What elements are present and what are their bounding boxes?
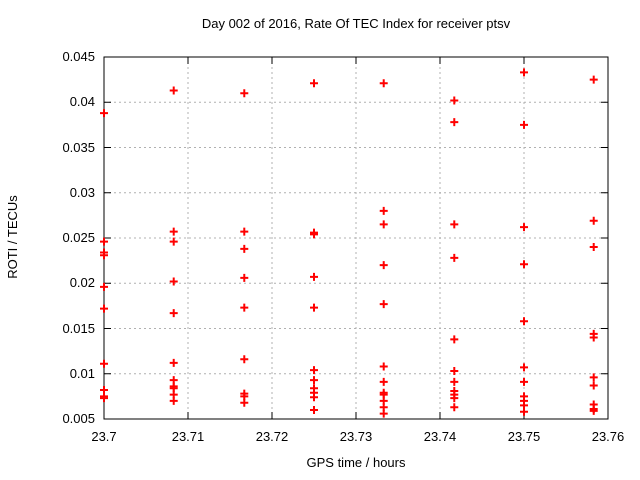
x-tick-label: 23.74 [423, 429, 457, 444]
data-point-marker [450, 118, 459, 127]
data-point-marker [379, 79, 388, 88]
data-point-marker [450, 377, 459, 386]
y-tick-label: 0.015 [62, 320, 95, 336]
data-point-marker [169, 86, 178, 95]
data-point-marker [169, 309, 178, 318]
data-point-marker [100, 304, 108, 313]
y-tick-label: 0.035 [62, 139, 95, 155]
data-point-marker [379, 300, 388, 309]
x-tick-label: 23.76 [591, 429, 625, 444]
data-point-marker [310, 376, 318, 385]
data-point-marker [100, 359, 108, 368]
data-point-marker [240, 89, 249, 98]
data-point-marker [240, 273, 249, 282]
data-point-marker [520, 260, 528, 269]
data-point-marker [169, 277, 178, 286]
data-point-marker [379, 220, 388, 229]
data-points [100, 68, 598, 418]
data-point-marker [240, 244, 249, 253]
data-point-marker [589, 216, 598, 225]
data-point-marker [450, 96, 459, 105]
x-tick-label: 23.7 [91, 429, 117, 444]
data-point-marker [310, 393, 318, 402]
x-tick-label: 23.75 [507, 429, 541, 444]
data-point-marker [310, 366, 318, 375]
data-point-marker [520, 377, 528, 386]
data-point-marker [379, 261, 388, 270]
data-point-marker [240, 227, 249, 236]
y-tick-label: 0.01 [69, 365, 95, 381]
data-point-marker [450, 403, 459, 412]
y-tick-label: 0.02 [69, 275, 95, 291]
data-point-marker [169, 396, 178, 405]
data-point-marker [240, 355, 249, 364]
y-tick-label: 0.04 [69, 94, 95, 110]
data-point-marker [589, 381, 598, 390]
data-point-marker [379, 409, 388, 418]
data-point-marker [310, 405, 318, 414]
y-tick-label: 0.005 [62, 411, 95, 426]
data-point-marker [520, 68, 528, 77]
gridlines [104, 57, 608, 419]
data-point-marker [450, 367, 459, 376]
data-point-marker [450, 253, 459, 262]
data-point-marker [589, 406, 598, 415]
data-point-marker [379, 377, 388, 386]
data-point-marker [450, 394, 459, 403]
data-point-marker [589, 333, 598, 342]
data-point-marker [240, 303, 249, 312]
data-point-marker [169, 237, 178, 246]
x-tick-label: 23.73 [339, 429, 373, 444]
data-point-marker [379, 362, 388, 371]
data-point-marker [450, 335, 459, 344]
x-tick-label: 23.72 [255, 429, 289, 444]
y-tick-label: 0.03 [69, 184, 95, 200]
data-point-marker [589, 243, 598, 252]
data-point-marker [520, 120, 528, 129]
data-point-marker [169, 227, 178, 236]
y-tick-label: 0.045 [62, 49, 95, 64]
y-tick-label: 0.025 [62, 230, 95, 245]
chart-title: Day 002 of 2016, Rate Of TEC Index for r… [201, 16, 511, 31]
data-point-marker [100, 109, 108, 118]
data-point-marker [310, 303, 318, 312]
data-point-marker [520, 363, 528, 372]
data-point-marker [310, 272, 318, 281]
data-point-marker [100, 237, 108, 246]
data-point-marker [100, 282, 108, 291]
data-point-marker [450, 220, 459, 229]
data-point-marker [100, 394, 108, 403]
data-point-marker [379, 206, 388, 215]
data-point-marker [520, 407, 528, 416]
data-point-marker [310, 230, 318, 239]
x-axis-label: GPS time / hours [306, 455, 406, 470]
data-point-marker [100, 251, 108, 260]
data-point-marker [169, 358, 178, 367]
data-point-marker [310, 79, 318, 88]
data-point-marker [589, 373, 598, 382]
data-point-marker [520, 317, 528, 326]
x-tick-label: 23.71 [171, 429, 205, 444]
data-point-marker [520, 223, 528, 232]
data-point-marker [240, 398, 249, 407]
data-point-marker [589, 75, 598, 84]
